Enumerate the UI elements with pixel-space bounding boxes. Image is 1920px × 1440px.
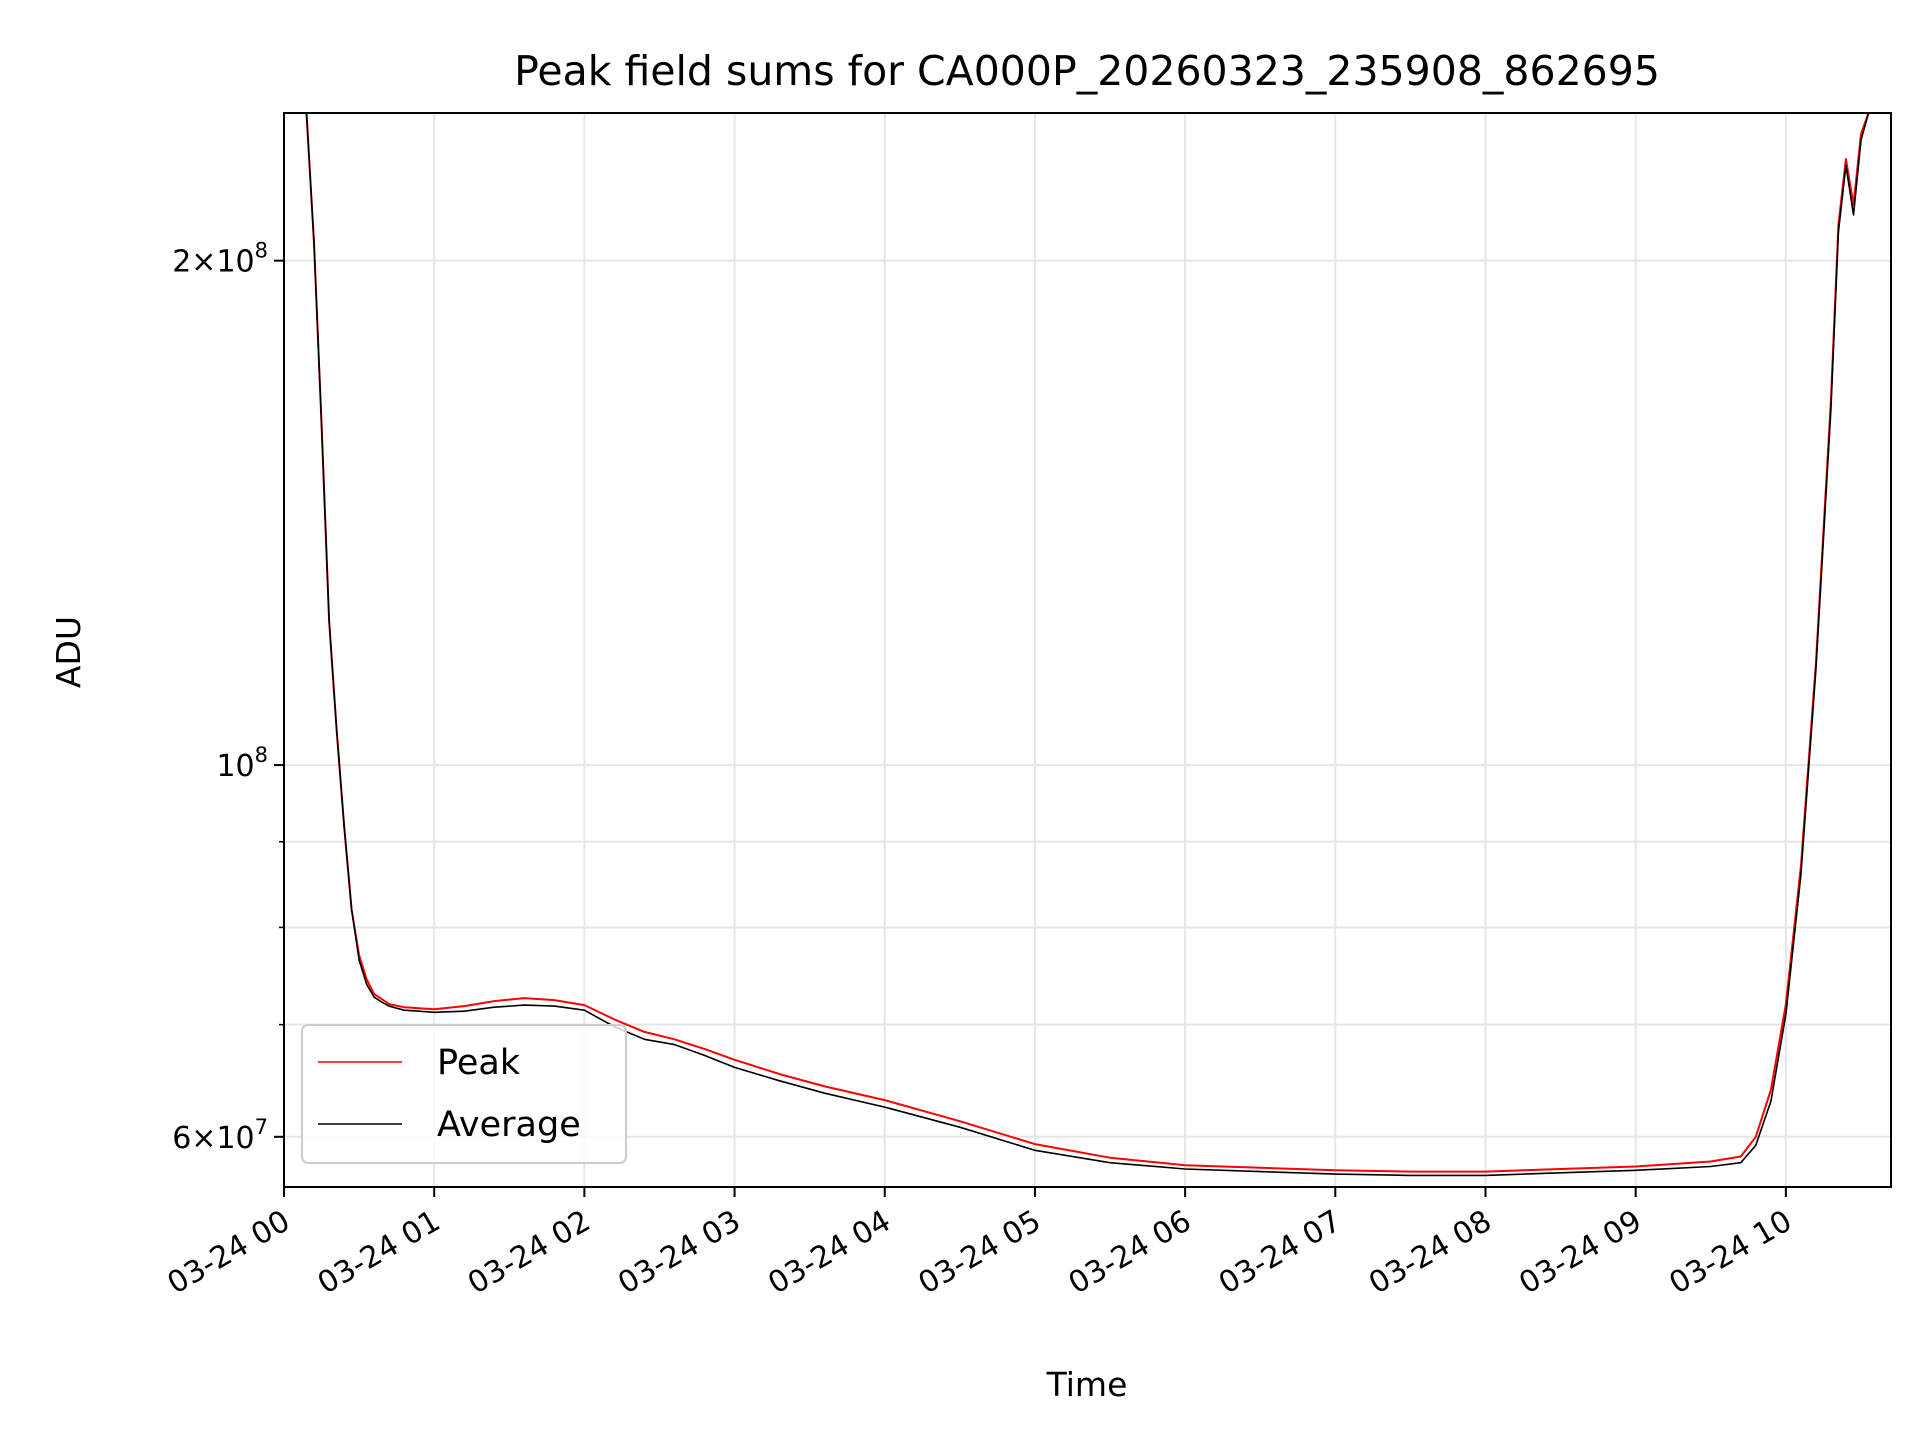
series-line-average <box>284 113 1891 1177</box>
y-tick-label: 6×107 <box>172 1115 268 1156</box>
legend-box <box>301 1024 627 1164</box>
y-axis-title: ADU <box>49 616 88 688</box>
y-tick-label: 108 <box>216 743 268 784</box>
plot-frame <box>283 112 1892 1188</box>
y-tick-label: 2×108 <box>172 239 268 280</box>
legend: Peak Average <box>301 1024 627 1164</box>
x-axis-title: Time <box>1046 1365 1128 1404</box>
series-line-peak <box>284 113 1891 1173</box>
legend-label-average: Average <box>437 1105 581 1145</box>
legend-label-peak: Peak <box>437 1043 521 1083</box>
chart-title: Peak field sums for CA000P_20260323_2359… <box>514 47 1660 95</box>
series-layer <box>284 113 1891 1177</box>
